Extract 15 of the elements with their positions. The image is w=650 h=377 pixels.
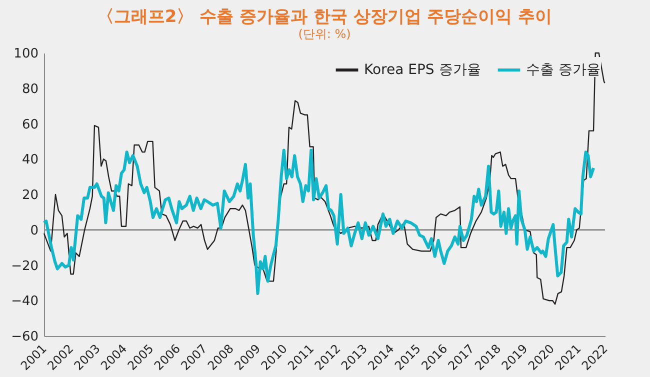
- y-tick-label: 60: [22, 117, 38, 132]
- chart-subtitle: (단위: %): [298, 27, 351, 41]
- chart-title: 〈그래프2〉 수출 증가율과 한국 상장기업 주당순이익 추이: [96, 7, 552, 27]
- y-tick-label: −40: [11, 294, 38, 310]
- y-tick-label: −20: [11, 258, 38, 274]
- y-tick-label: 40: [22, 152, 38, 168]
- y-tick-label: −60: [11, 330, 38, 344]
- line-series: [42, 148, 596, 296]
- y-tick-label: 20: [22, 188, 38, 203]
- y-tick-label: 100: [14, 46, 38, 62]
- line-series: [43, 52, 606, 305]
- y-tick-label: 0: [30, 223, 38, 238]
- y-tick-label: 80: [22, 82, 38, 97]
- legend-label: Korea EPS 증가율: [364, 62, 481, 78]
- legend-label: 수출 증가율: [526, 62, 600, 78]
